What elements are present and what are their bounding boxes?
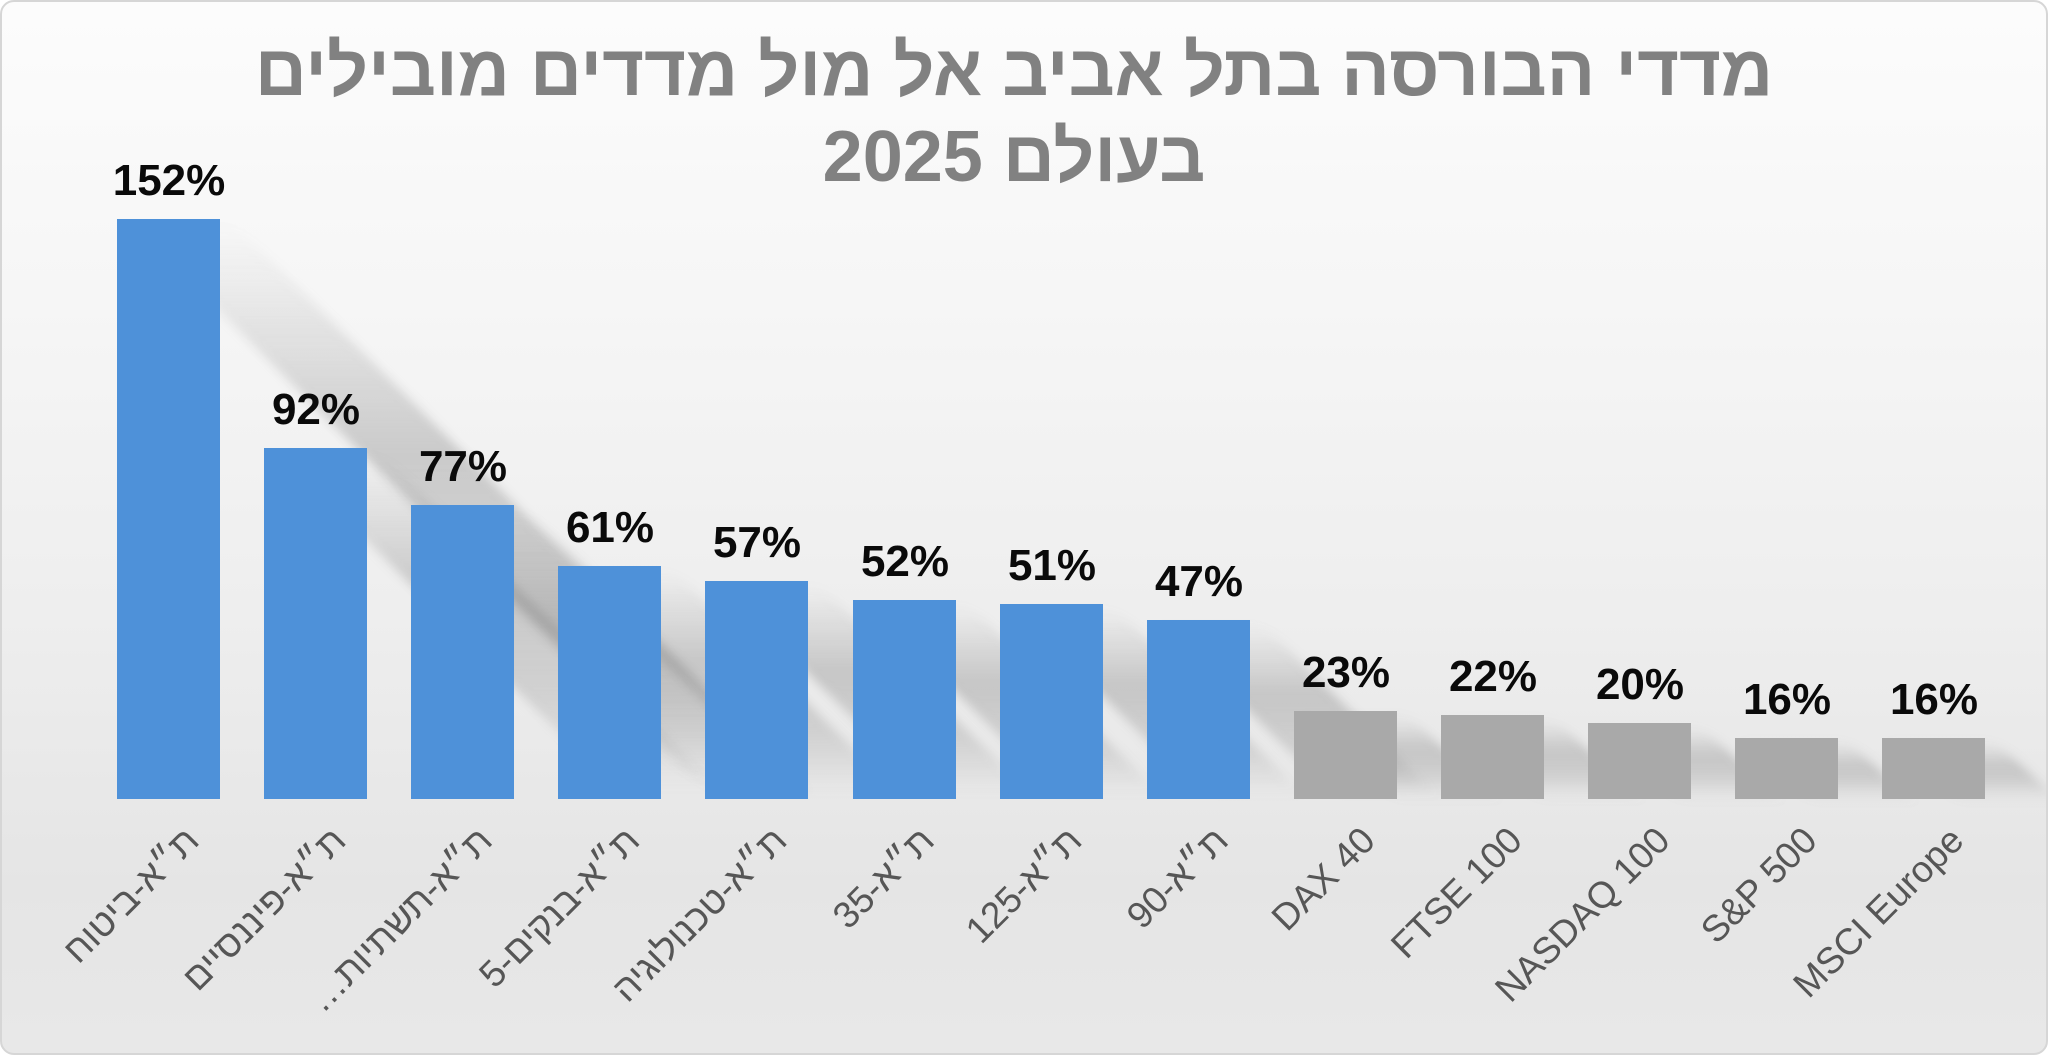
bar-8	[1147, 620, 1250, 799]
x-axis-label: ת״א-ביטוח	[54, 819, 207, 971]
x-axis-label: DAX 40	[1264, 819, 1384, 939]
bar-7	[1000, 604, 1103, 799]
bar-value-label: 92%	[271, 385, 361, 434]
bar-value-label: 22%	[1448, 652, 1538, 701]
bar-value-label: 23%	[1301, 648, 1391, 697]
bar-value-label: 16%	[1742, 675, 1832, 724]
bar-5	[705, 581, 808, 799]
bar-value-label: 77%	[418, 442, 508, 491]
bar-11	[1588, 723, 1691, 799]
bar-6	[853, 600, 956, 799]
x-axis-label: ת״א-125	[957, 819, 1090, 951]
bar-1	[117, 219, 220, 799]
bar-10	[1441, 715, 1544, 799]
x-axis-label: ת״א-90	[1119, 819, 1237, 937]
bar-value-label: 51%	[1007, 541, 1097, 590]
bar-3	[411, 505, 514, 799]
bar-value-label: 152%	[112, 156, 226, 205]
bar-12	[1735, 738, 1838, 799]
bar-value-label: 47%	[1154, 557, 1244, 606]
bar-value-label: 52%	[860, 537, 950, 586]
bar-value-label: 61%	[565, 503, 655, 552]
bar-value-label: 16%	[1889, 675, 1979, 724]
x-axis-label: FTSE 100	[1383, 819, 1531, 967]
chart-title: מדדי הבורסה בתל אביב אל מול מדדים מובילי…	[2, 28, 2026, 200]
bar-value-label: 57%	[712, 518, 802, 567]
x-axis-label: S&P 500	[1692, 819, 1825, 952]
chart-title-line-1: מדדי הבורסה בתל אביב אל מול מדדים מובילי…	[254, 31, 1774, 111]
bar-2	[264, 448, 367, 799]
x-axis-label: ת״א-35	[825, 819, 943, 937]
bar-4	[558, 566, 661, 799]
chart-title-line-2: בעולם 2025	[822, 117, 1206, 197]
bar-9	[1294, 711, 1397, 799]
bar-13	[1882, 738, 1985, 799]
bar-value-label: 20%	[1595, 660, 1685, 709]
